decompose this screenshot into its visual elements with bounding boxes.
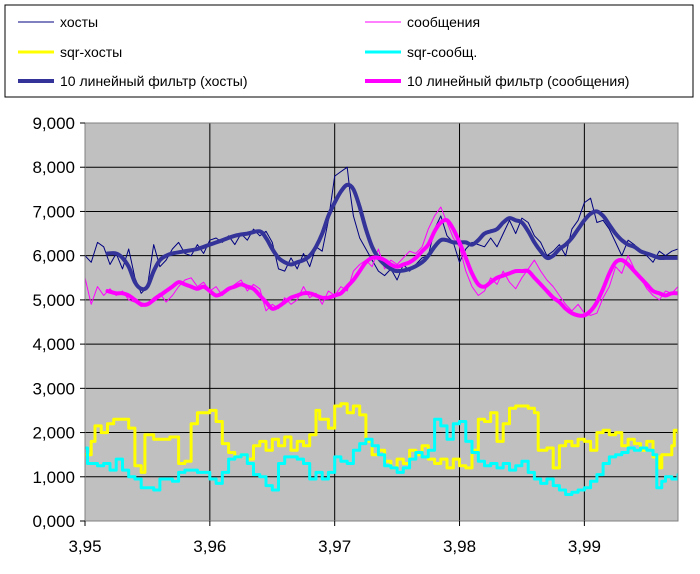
plot-background bbox=[85, 123, 678, 521]
legend-label: sqr-хосты bbox=[60, 44, 122, 60]
x-tick-label: 3,97 bbox=[318, 537, 351, 556]
series-line bbox=[105, 182, 678, 292]
series-group bbox=[85, 166, 678, 496]
legend-label: хосты bbox=[60, 14, 98, 30]
legend-label: 10 линейный фильтр (сообщения) bbox=[407, 73, 629, 89]
y-tick-label: 1,000 bbox=[32, 468, 75, 487]
legend-label: 10 линейный фильтр (хосты) bbox=[60, 73, 248, 89]
series-line bbox=[85, 417, 678, 496]
legend-label: сообщения bbox=[407, 14, 480, 30]
y-tick-label: 4,000 bbox=[32, 335, 75, 354]
plot-area bbox=[84, 122, 678, 522]
axes: 0,000 1,000 2,000 3,000 4,000 5,000 6,000 7,000… bbox=[32, 114, 679, 556]
plot-border bbox=[84, 122, 679, 522]
series-line bbox=[105, 217, 678, 318]
x-tick-label: 3,95 bbox=[68, 537, 101, 556]
y-tick-label: 9,000 bbox=[32, 114, 75, 133]
y-tick-label: 3,000 bbox=[32, 379, 75, 398]
y-tick-label: 2,000 bbox=[32, 424, 75, 443]
legend: хосты сообщения sqr-хосты sqr-сообщ. 10 лине… bbox=[4, 4, 694, 98]
y-tick-label: 5,000 bbox=[32, 291, 75, 310]
legend-box bbox=[4, 4, 694, 98]
series-line bbox=[85, 166, 678, 294]
x-tick-label: 3,96 bbox=[193, 537, 226, 556]
y-tick-label: 6,000 bbox=[32, 247, 75, 266]
legend-label: sqr-сообщ. bbox=[407, 44, 477, 60]
x-tick-label: 3,99 bbox=[568, 537, 601, 556]
x-tick-label: 3,98 bbox=[443, 537, 476, 556]
y-tick-label: 0,000 bbox=[32, 512, 75, 531]
y-tick-label: 7,000 bbox=[32, 202, 75, 221]
y-tick-label: 8,000 bbox=[32, 158, 75, 177]
